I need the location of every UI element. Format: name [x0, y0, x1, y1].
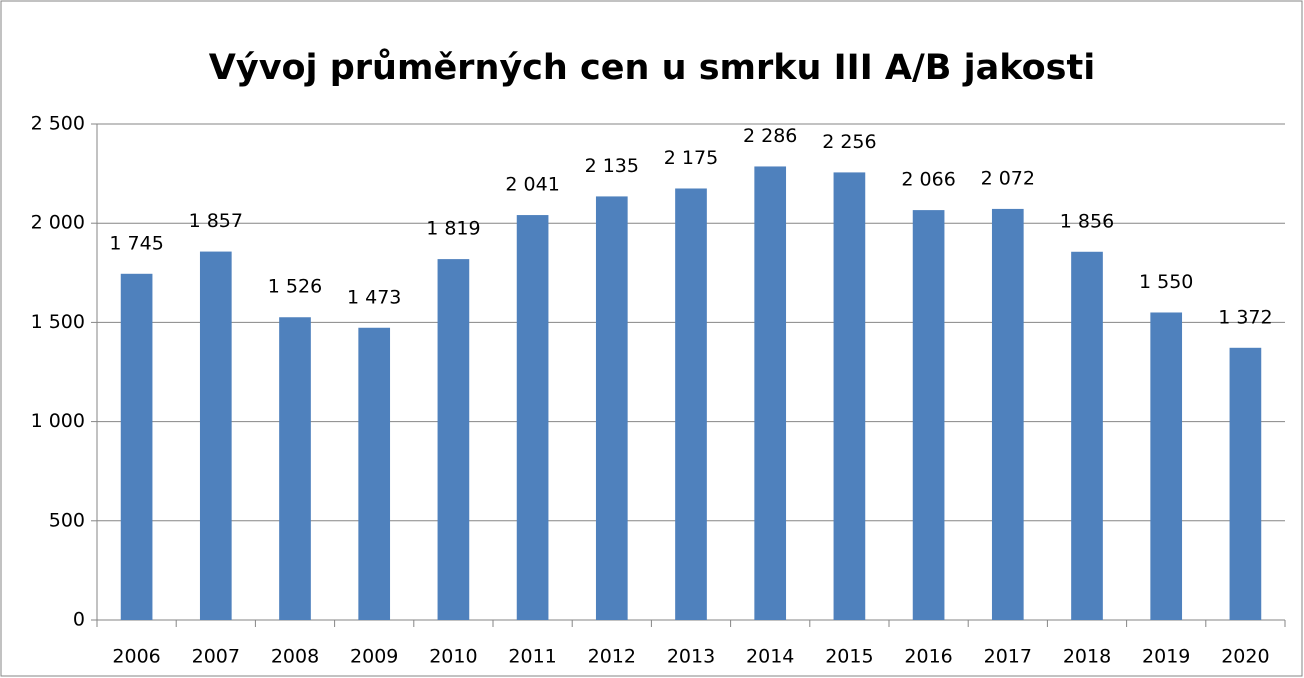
y-tick-label: 2 500	[31, 113, 85, 135]
x-tick-label: 2019	[1142, 646, 1190, 668]
x-tick-label: 2010	[429, 646, 477, 668]
x-tick-label: 2016	[904, 646, 952, 668]
bar	[516, 215, 549, 620]
data-label: 1 473	[347, 286, 401, 308]
data-label: 2 066	[901, 169, 955, 191]
bar	[1150, 312, 1183, 620]
data-label: 2 286	[743, 125, 797, 147]
bar	[1071, 251, 1103, 621]
y-tick-label: 2 000	[31, 212, 85, 234]
x-tick-label: 2008	[271, 646, 319, 668]
bar	[1229, 347, 1262, 620]
bar	[199, 251, 232, 620]
bar	[358, 327, 391, 620]
data-label: 1 550	[1139, 271, 1193, 293]
x-tick-label: 2007	[192, 646, 240, 668]
bar	[833, 172, 866, 620]
y-tick-label: 1 500	[31, 311, 85, 333]
data-label: 1 526	[268, 276, 322, 298]
x-tick-label: 2020	[1221, 646, 1269, 668]
x-tick-label: 2013	[667, 646, 715, 668]
x-tick-label: 2018	[1063, 646, 1111, 668]
x-tick-label: 2012	[588, 646, 636, 668]
data-label: 1 819	[426, 218, 480, 240]
x-tick-label: 2009	[350, 646, 398, 668]
bar	[991, 208, 1024, 620]
data-label: 1 856	[1060, 210, 1114, 232]
y-tick-label: 0	[73, 609, 85, 631]
y-tick-label: 1 000	[31, 410, 85, 432]
data-label: 2 135	[585, 155, 639, 177]
bar	[912, 210, 945, 621]
bar	[437, 259, 470, 620]
data-label: 1 745	[109, 232, 163, 254]
data-label: 2 175	[664, 147, 718, 169]
bar	[595, 196, 628, 620]
y-tick-label: 500	[49, 509, 85, 531]
data-label: 1 372	[1218, 306, 1272, 328]
x-tick-label: 2006	[112, 646, 160, 668]
x-tick-label: 2014	[746, 646, 794, 668]
chart-title: Vývoj průměrných cen u smrku III A/B jak…	[209, 47, 1095, 88]
data-label: 1 857	[189, 210, 243, 232]
bar	[754, 166, 787, 621]
data-label: 2 256	[822, 131, 876, 153]
data-label: 2 072	[981, 167, 1035, 189]
x-tick-label: 2017	[984, 646, 1032, 668]
data-label: 2 041	[505, 174, 559, 196]
bar	[675, 188, 707, 621]
bar	[120, 273, 153, 620]
bar	[279, 317, 311, 620]
x-tick-label: 2011	[508, 646, 556, 668]
x-tick-label: 2015	[825, 646, 873, 668]
